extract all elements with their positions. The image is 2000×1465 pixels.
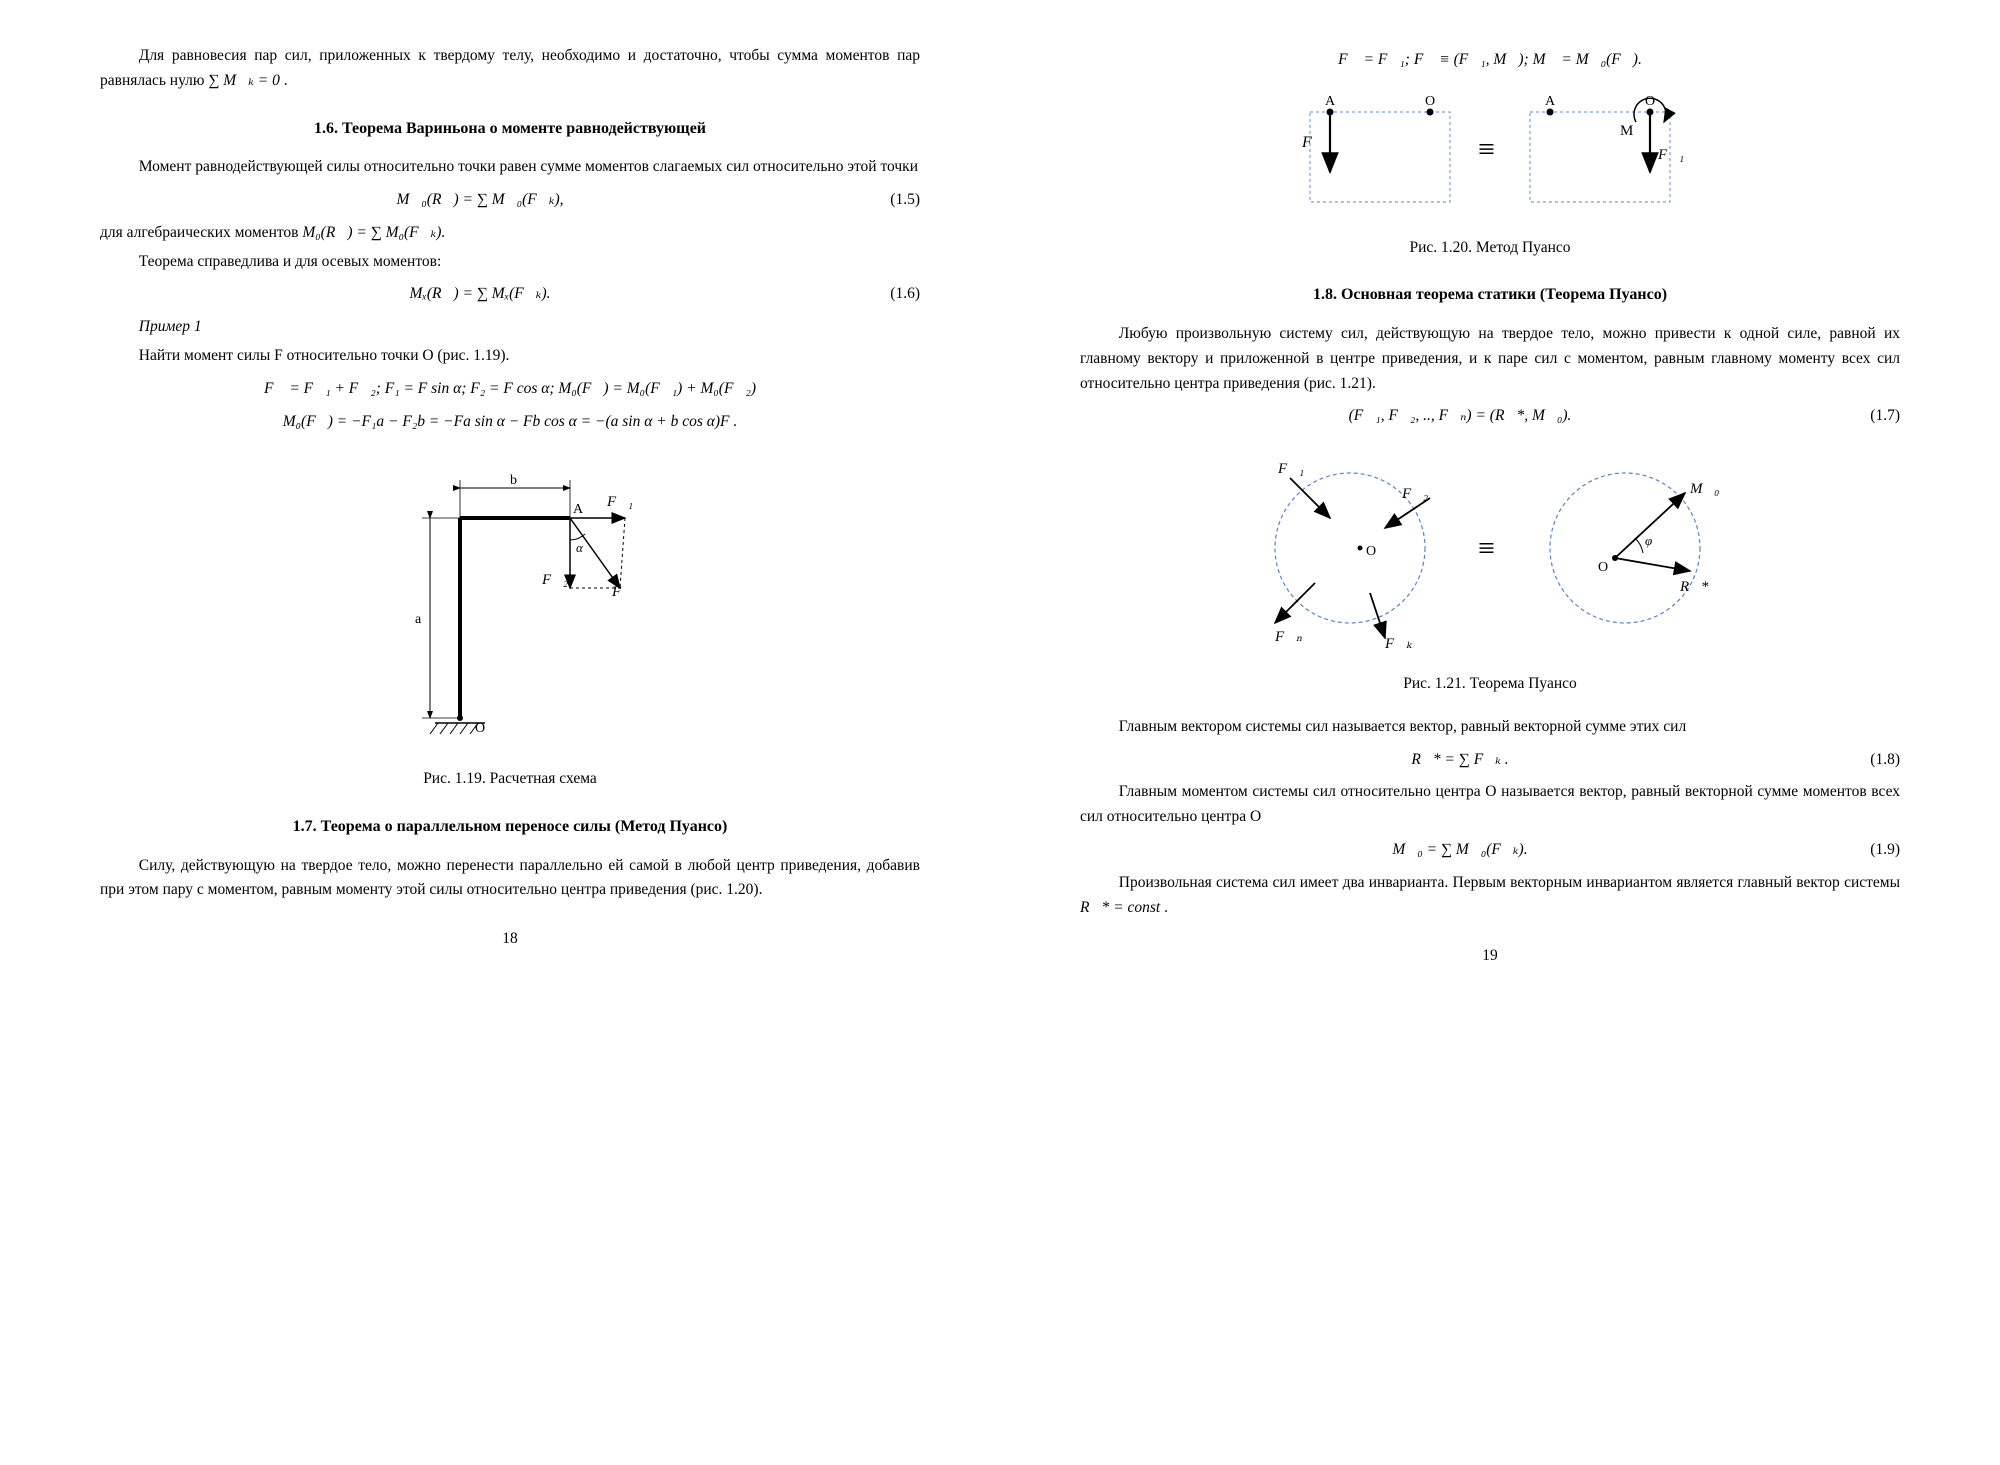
page-number-left: 18 xyxy=(100,927,920,952)
svg-text:F⃗₂: F⃗₂ xyxy=(541,572,568,588)
heading-1-6: 1.6. Теорема Вариньона о моменте равноде… xyxy=(100,116,920,142)
svg-text:O: O xyxy=(1598,560,1608,575)
svg-text:M⃗₀: M⃗₀ xyxy=(1689,481,1719,497)
heading-1-7: 1.7. Теорема о параллельном переносе сил… xyxy=(100,814,920,840)
figure-1-21-caption: Рис. 1.21. Теорема Пуансо xyxy=(1080,672,1900,697)
svg-text:F⃗₁: F⃗₁ xyxy=(1657,147,1684,163)
eq-number: (1.8) xyxy=(1840,748,1900,773)
eq-body: R⃗* = ∑ F⃗ₖ . xyxy=(1080,748,1840,773)
svg-text:α: α xyxy=(576,540,584,555)
equation-1-5: M⃗₀(R⃗) = ∑ M⃗₀(F⃗ₖ), (1.5) xyxy=(100,188,920,213)
svg-text:≡: ≡ xyxy=(1478,133,1495,166)
eq-body: (F⃗₁, F⃗₂, .., F⃗ₙ) = (R⃗*, M⃗₀). xyxy=(1080,404,1840,429)
figure-1-19-caption: Рис. 1.19. Расчетная схема xyxy=(100,767,920,792)
svg-text:F⃗ₙ: F⃗ₙ xyxy=(1274,629,1302,645)
para-varignon: Момент равнодействующей силы относительн… xyxy=(100,155,920,180)
equation-1-6: Mₓ(R⃗) = ∑ Mₓ(F⃗ₖ). (1.6) xyxy=(100,282,920,307)
inline-eq: M₀(R⃗) = ∑ M₀(F⃗ₖ). xyxy=(302,224,445,241)
para-poinsot-method: Силу, действующую на твердое тело, можно… xyxy=(100,854,920,904)
page-right: F⃗ = F⃗₁; F⃗ ≡ (F⃗₁, M⃗); M⃗ = M⃗₀(F⃗). … xyxy=(1030,40,1950,969)
eq-body: Mₓ(R⃗) = ∑ Mₓ(F⃗ₖ). xyxy=(100,282,860,307)
equation-top: F⃗ = F⃗₁; F⃗ ≡ (F⃗₁, M⃗); M⃗ = M⃗₀(F⃗). xyxy=(1080,48,1900,73)
svg-text:O: O xyxy=(1425,94,1435,109)
svg-text:A: A xyxy=(1545,94,1556,109)
svg-text:R⃗*: R⃗* xyxy=(1679,579,1709,595)
page-number-right: 19 xyxy=(1080,944,1900,969)
para-main-moment: Главным моментом системы сил относительн… xyxy=(1080,780,1900,830)
figure-1-20-caption: Рис. 1.20. Метод Пуансо xyxy=(1080,236,1900,261)
eq-number: (1.7) xyxy=(1840,404,1900,429)
example-1-label: Пример 1 xyxy=(100,315,920,340)
inline-eq: R⃗* = const xyxy=(1080,899,1160,916)
para-axial: Теорема справедлива и для осевых моменто… xyxy=(100,250,920,275)
svg-text:F⃗: F⃗ xyxy=(611,584,633,600)
svg-text:≡: ≡ xyxy=(1478,532,1495,565)
text: . xyxy=(284,72,288,89)
para-invariants: Произвольная система сил имеет два инвар… xyxy=(1080,871,1900,921)
fig-1-19-svg: O A F⃗₁ F⃗₂ F⃗ α xyxy=(380,448,640,748)
svg-text:F⃗: F⃗ xyxy=(1301,134,1324,151)
page-left: Для равновесия пар сил, приложенных к тв… xyxy=(50,40,970,969)
svg-text:O: O xyxy=(475,721,485,736)
svg-text:φ: φ xyxy=(1645,533,1652,548)
heading-1-8: 1.8. Основная теорема статики (Теорема П… xyxy=(1080,282,1900,308)
fig-1-20-svg: A O F⃗ ≡ A O M F⃗₁ xyxy=(1280,87,1700,217)
example-eq-1: F⃗ = F⃗₁ + F⃗₂; F₁ = F sin α; F₂ = F cos… xyxy=(100,377,920,402)
svg-text:A: A xyxy=(573,502,584,517)
text: для алгебраических моментов xyxy=(100,224,302,241)
svg-text:O: O xyxy=(1645,94,1655,109)
equation-1-8: R⃗* = ∑ F⃗ₖ . (1.8) xyxy=(1080,748,1900,773)
example-1-task: Найти момент силы F относительно точки O… xyxy=(100,344,920,369)
example-eq-2: M₀(F⃗) = −F₁a − F₂b = −Fa sin α − Fb cos… xyxy=(100,410,920,435)
para-algebraic: для алгебраических моментов M₀(R⃗) = ∑ M… xyxy=(100,221,920,246)
svg-text:F⃗₂: F⃗₂ xyxy=(1401,486,1428,502)
figure-1-20: A O F⃗ ≡ A O M F⃗₁ xyxy=(1080,87,1900,226)
equation-1-7: (F⃗₁, F⃗₂, .., F⃗ₙ) = (R⃗*, M⃗₀). (1.7) xyxy=(1080,404,1900,429)
eq-number: (1.5) xyxy=(860,188,920,213)
eq-body: M⃗₀ = ∑ M⃗₀(F⃗ₖ). xyxy=(1080,838,1840,863)
fig-1-21-svg: O F⃗₁ F⃗₂ F⃗ₙ F⃗ₖ ≡ O xyxy=(1230,443,1750,653)
eq-number: (1.6) xyxy=(860,282,920,307)
svg-text:b: b xyxy=(510,473,517,488)
para-intro: Для равновесия пар сил, приложенных к тв… xyxy=(100,44,920,94)
svg-text:F⃗ₖ: F⃗ₖ xyxy=(1384,636,1413,652)
svg-text:F⃗₁: F⃗₁ xyxy=(1277,461,1304,477)
eq-number: (1.9) xyxy=(1840,838,1900,863)
page-spread: Для равновесия пар сил, приложенных к тв… xyxy=(50,40,1950,969)
svg-text:O: O xyxy=(1366,544,1376,559)
text: Произвольная система сил имеет два инвар… xyxy=(1119,874,1900,891)
para-main-vector: Главным вектором системы сил называется … xyxy=(1080,715,1900,740)
svg-text:a: a xyxy=(415,612,422,627)
para-main-theorem: Любую произвольную систему сил, действую… xyxy=(1080,322,1900,396)
figure-1-21: O F⃗₁ F⃗₂ F⃗ₙ F⃗ₖ ≡ O xyxy=(1080,443,1900,662)
svg-text:M: M xyxy=(1620,123,1633,139)
figure-1-19: O A F⃗₁ F⃗₂ F⃗ α xyxy=(100,448,920,757)
svg-text:A: A xyxy=(1325,94,1336,109)
svg-text:F⃗₁: F⃗₁ xyxy=(606,494,633,510)
text: . xyxy=(1164,899,1168,916)
equation-1-9: M⃗₀ = ∑ M⃗₀(F⃗ₖ). (1.9) xyxy=(1080,838,1900,863)
inline-eq: ∑ M⃗ₖ = 0 xyxy=(208,72,280,89)
eq-body: M⃗₀(R⃗) = ∑ M⃗₀(F⃗ₖ), xyxy=(100,188,860,213)
